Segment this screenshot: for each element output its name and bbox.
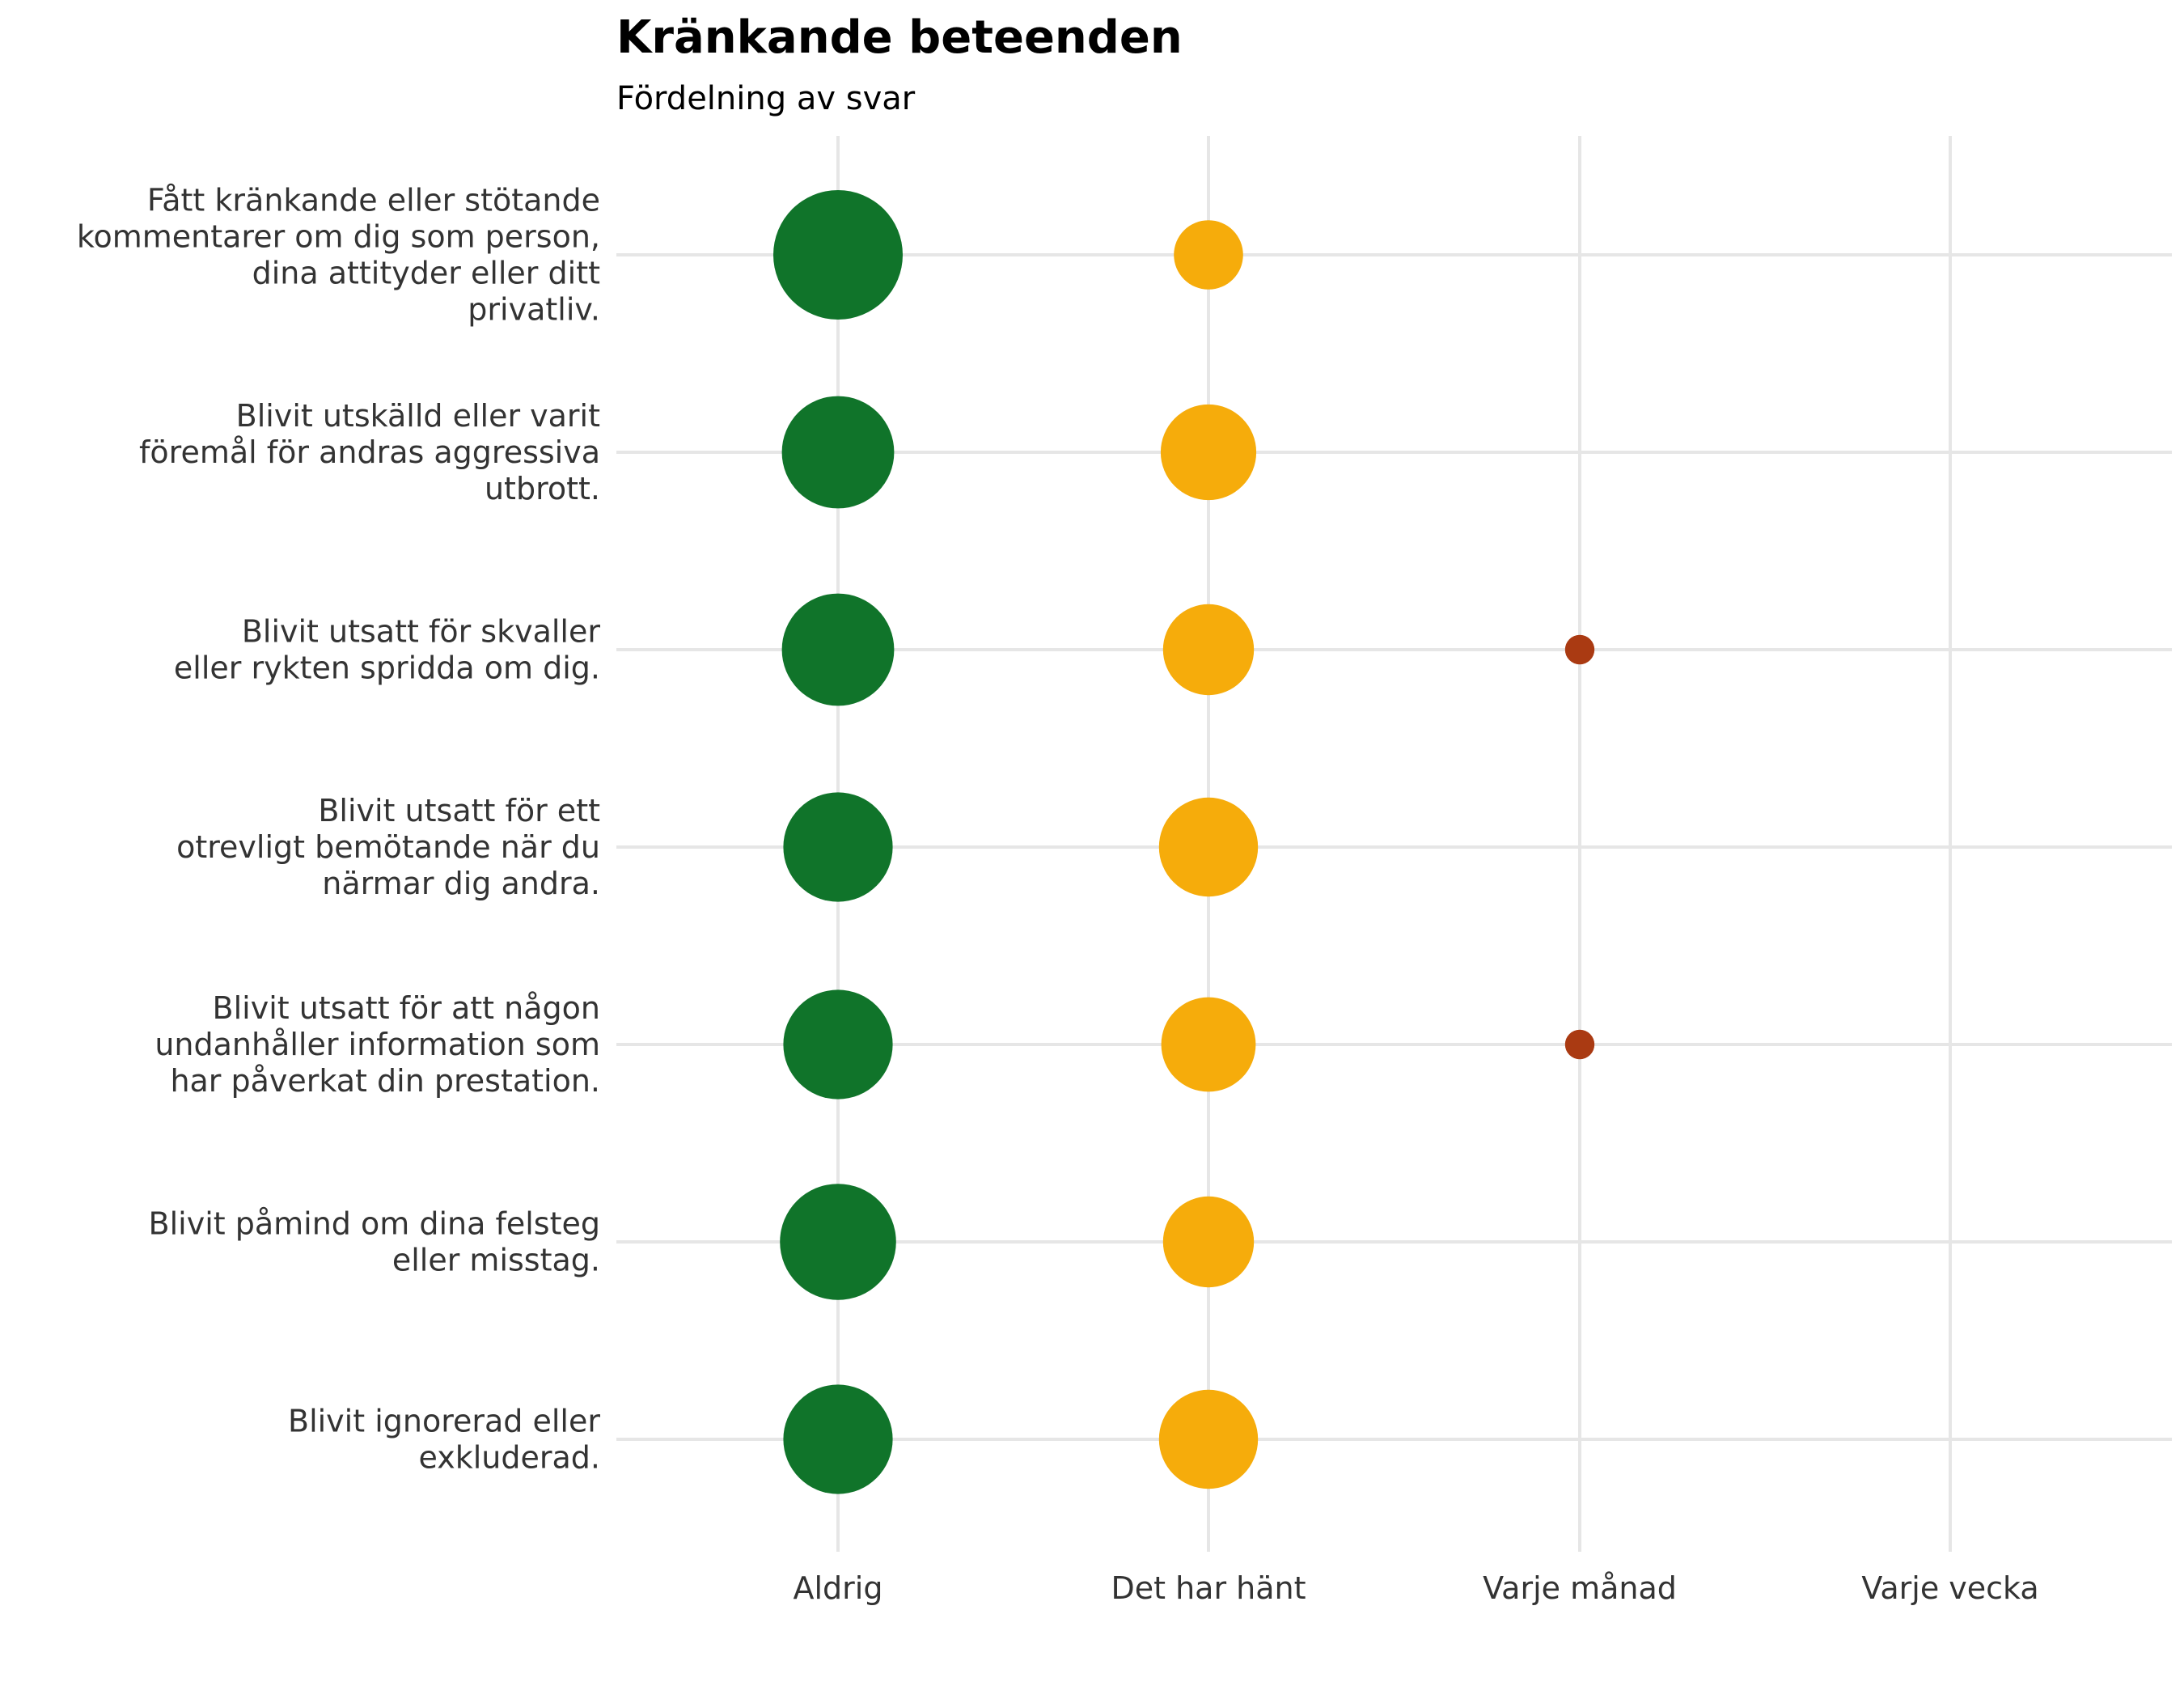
y-label-4: Blivit utsatt för att någon undanhåller i… xyxy=(154,990,600,1099)
x-axis-labels: Aldrig Det har hänt Varje månad Varje vecka xyxy=(794,1570,2039,1606)
y-label-line: Blivit utsatt för skvaller xyxy=(242,614,601,650)
y-label-line: dina attityder eller ditt xyxy=(252,256,600,291)
y-label-1: Blivit utskälld eller varit föremål för a… xyxy=(139,398,600,506)
bubble-0-6 xyxy=(783,1384,893,1494)
bubble-0-4 xyxy=(783,989,893,1099)
y-label-line: Fått kränkande eller stötande xyxy=(147,183,600,218)
y-label-line: har påverkat din prestation. xyxy=(170,1063,600,1099)
y-label-3: Blivit utsatt för ett otrevligt bemötande… xyxy=(176,793,600,901)
bubble-1-3 xyxy=(1158,797,1259,897)
x-label-2: Varje månad xyxy=(1483,1570,1677,1606)
bubble-0-5 xyxy=(780,1184,896,1300)
y-label-2: Blivit utsatt för skvaller eller rykten s… xyxy=(174,614,600,686)
bubble-1-0 xyxy=(1174,220,1243,290)
bubble-2-4 xyxy=(1564,1029,1595,1060)
y-label-line: Blivit utsatt för att någon xyxy=(213,990,600,1026)
y-label-line: exkluderad. xyxy=(419,1440,600,1476)
chart-subtitle: Fördelning av svar xyxy=(616,80,916,117)
y-label-line: Blivit utskälld eller varit xyxy=(236,398,600,434)
vertical-gridlines xyxy=(836,136,1952,1552)
y-label-line: Blivit ignorerad eller xyxy=(288,1404,600,1439)
y-label-line: kommentarer om dig som person, xyxy=(77,219,600,255)
x-label-0: Aldrig xyxy=(794,1570,883,1606)
bubble-1-6 xyxy=(1158,1389,1259,1489)
x-label-1: Det har hänt xyxy=(1111,1570,1306,1606)
y-label-line: Blivit utsatt för ett xyxy=(318,793,600,828)
y-axis-labels: Fått kränkande eller stötande kommentarer… xyxy=(77,183,601,1476)
bubble-0-0 xyxy=(773,190,903,320)
y-label-line: utbrott. xyxy=(485,471,600,506)
y-label-line: eller misstag. xyxy=(392,1243,600,1278)
y-label-line: otrevligt bemötande när du xyxy=(176,829,600,865)
y-label-line: undanhåller information som xyxy=(154,1027,600,1062)
y-label-line: närmar dig andra. xyxy=(322,866,600,901)
bubble-2-2 xyxy=(1564,634,1595,665)
y-label-line: Blivit påmind om dina felsteg xyxy=(149,1206,600,1242)
bubble-1-4 xyxy=(1161,997,1256,1092)
bubble-0-2 xyxy=(781,593,895,706)
x-label-3: Varje vecka xyxy=(1861,1570,2038,1606)
y-label-line: föremål för andras aggressiva xyxy=(139,434,600,470)
y-label-line: privatliv. xyxy=(468,292,600,328)
chart-title: Kränkande beteenden xyxy=(616,11,1183,64)
y-label-6: Blivit ignorerad eller exkluderad. xyxy=(288,1404,600,1476)
bubble-0-3 xyxy=(783,792,893,902)
bubble-0-1 xyxy=(781,396,895,509)
bubble-1-2 xyxy=(1162,604,1255,696)
y-label-5: Blivit påmind om dina felsteg eller misst… xyxy=(149,1206,600,1278)
bubble-1-1 xyxy=(1160,404,1257,501)
bubble-1-5 xyxy=(1162,1196,1255,1288)
y-label-line: eller rykten spridda om dig. xyxy=(174,650,600,686)
bubbles xyxy=(773,190,1595,1494)
y-label-0: Fått kränkande eller stötande kommentarer… xyxy=(77,183,600,328)
